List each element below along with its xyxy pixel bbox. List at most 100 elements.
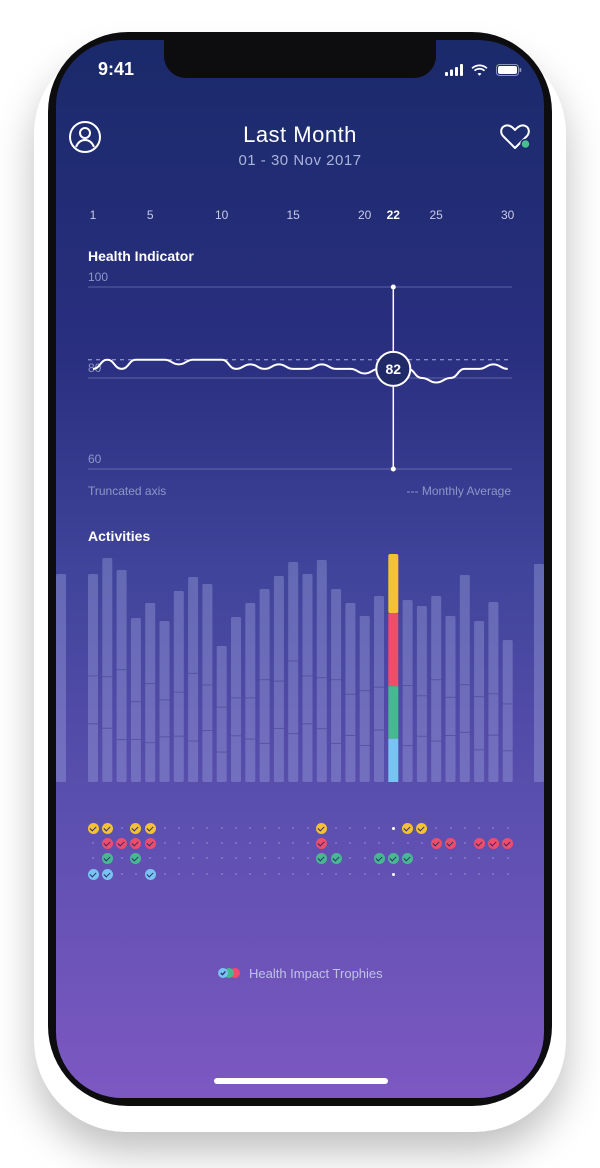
activity-bar-day-8 bbox=[188, 577, 199, 782]
trophy-green-day-18 bbox=[330, 852, 342, 864]
day-tick-20[interactable]: 20 bbox=[358, 208, 372, 222]
trophy-yellow-day-17 bbox=[316, 822, 328, 834]
status-icons bbox=[445, 64, 522, 76]
trophy-yellow-day-23 bbox=[402, 822, 414, 834]
page-title: Last Month bbox=[243, 122, 357, 147]
day-tick-25[interactable]: 25 bbox=[429, 208, 443, 222]
day-tick-30[interactable]: 30 bbox=[501, 208, 515, 222]
trophy-empty-slot bbox=[449, 873, 452, 875]
day-tick-22[interactable]: 22 bbox=[386, 208, 400, 222]
trophy-empty-slot bbox=[220, 842, 223, 844]
activity-bar-day-12 bbox=[245, 603, 256, 782]
trophy-green-day-2 bbox=[101, 852, 113, 864]
monthly-average-legend: --- Monthly Average bbox=[406, 484, 512, 498]
activity-bar-next-month bbox=[534, 564, 544, 782]
trophy-empty-slot bbox=[235, 842, 237, 844]
activity-bar-day-24 bbox=[416, 606, 427, 782]
activity-bar-selected-yellow bbox=[388, 554, 399, 614]
activity-bar-selected-blue bbox=[388, 738, 399, 782]
trophy-yellow-day-5 bbox=[144, 822, 156, 834]
trophy-yellow-day-2 bbox=[101, 822, 113, 834]
trophy-empty-slot bbox=[335, 873, 338, 875]
trophy-yellow-day-1 bbox=[87, 822, 99, 834]
activity-bar-day-5 bbox=[145, 603, 156, 782]
activity-bar-day-20 bbox=[359, 616, 370, 782]
y-tick-60: 60 bbox=[88, 452, 102, 466]
trophy-empty-slot bbox=[492, 857, 495, 859]
trophy-empty-slot bbox=[177, 842, 180, 844]
trophy-empty-slot bbox=[192, 842, 195, 844]
trophy-empty-slot bbox=[320, 873, 323, 875]
day-tick-10[interactable]: 10 bbox=[215, 208, 229, 222]
trophy-empty-slot bbox=[363, 827, 366, 829]
day-tick-15[interactable]: 15 bbox=[286, 208, 300, 222]
trophy-empty-slot bbox=[92, 842, 94, 844]
activity-bar-day-30 bbox=[502, 640, 513, 782]
day-tick-5[interactable]: 5 bbox=[146, 208, 154, 222]
activity-bar-day-2 bbox=[102, 558, 113, 782]
trophy-empty-slot bbox=[177, 827, 180, 829]
day-tick-1[interactable]: 1 bbox=[89, 208, 97, 222]
trophy-empty-slot bbox=[206, 857, 209, 859]
trophy-empty-slot bbox=[335, 842, 338, 844]
trophy-empty-slot bbox=[420, 857, 423, 859]
trophy-yellow-day-24 bbox=[416, 822, 428, 834]
trophy-empty-slot bbox=[120, 873, 123, 875]
trophy-empty-slot bbox=[263, 842, 266, 844]
trophy-empty-slot bbox=[235, 857, 237, 859]
trophy-empty-slot bbox=[149, 857, 152, 859]
trophy-empty-slot bbox=[249, 827, 252, 829]
trophy-red-day-25 bbox=[430, 837, 442, 849]
trophy-empty-slot bbox=[420, 842, 423, 844]
trophy-empty-slot bbox=[292, 857, 295, 859]
trophy-empty-slot bbox=[220, 873, 223, 875]
battery-icon bbox=[496, 64, 522, 76]
trophy-blue-day-5 bbox=[144, 868, 156, 880]
device-notch bbox=[164, 40, 436, 78]
activity-bar-day-28 bbox=[474, 621, 485, 782]
trophy-empty-slot bbox=[220, 827, 223, 829]
trophies-legend-label: Health Impact Trophies bbox=[248, 966, 383, 981]
trophy-empty-slot bbox=[478, 827, 481, 829]
activity-bar-day-7 bbox=[173, 591, 184, 782]
cellular-signal-icon bbox=[445, 64, 463, 76]
trophy-empty-slot bbox=[349, 842, 352, 844]
trophy-red-day-30 bbox=[502, 837, 514, 849]
trophy-red-day-5 bbox=[144, 837, 156, 849]
trophy-empty-slot bbox=[249, 873, 252, 875]
activity-bar-day-3 bbox=[116, 570, 127, 782]
trophy-empty-slot bbox=[292, 873, 295, 875]
activity-bar-day-21 bbox=[374, 596, 384, 782]
activity-bar-day-11 bbox=[231, 617, 241, 782]
profile-button[interactable] bbox=[68, 120, 102, 154]
activity-bar-day-10 bbox=[216, 646, 227, 782]
trophy-empty-slot bbox=[277, 873, 280, 875]
y-tick-100: 100 bbox=[88, 270, 109, 284]
trophy-empty-slot bbox=[306, 827, 309, 829]
trophy-empty-slot bbox=[406, 873, 409, 875]
trophy-red-day-3 bbox=[116, 837, 128, 849]
trophy-empty-slot bbox=[306, 873, 309, 875]
favorites-button[interactable] bbox=[498, 120, 532, 154]
home-indicator[interactable] bbox=[214, 1078, 388, 1084]
trophy-empty-slot bbox=[206, 873, 209, 875]
trophy-empty-slot bbox=[206, 827, 209, 829]
trophy-red-day-26 bbox=[445, 837, 456, 849]
trophy-green-day-17 bbox=[316, 852, 328, 864]
trophy-empty-slot bbox=[492, 873, 495, 875]
trophy-empty-slot bbox=[163, 827, 166, 829]
activity-bar-day-13 bbox=[259, 589, 270, 782]
trophy-red-day-28 bbox=[473, 837, 485, 849]
trophy-empty-slot bbox=[435, 873, 438, 875]
trophy-empty-slot bbox=[463, 873, 466, 875]
trophy-empty-slot bbox=[163, 842, 166, 844]
activities-title: Activities bbox=[88, 528, 151, 544]
trophy-red-day-2 bbox=[101, 837, 113, 849]
user-icon bbox=[69, 121, 101, 153]
trophy-empty-slot bbox=[363, 842, 366, 844]
trophy-empty-slot bbox=[363, 873, 366, 875]
activity-bar-day-25 bbox=[431, 596, 442, 782]
trophy-empty-slot bbox=[292, 842, 295, 844]
trophy-empty-slot bbox=[378, 873, 380, 875]
trophy-empty-slot bbox=[506, 857, 509, 859]
